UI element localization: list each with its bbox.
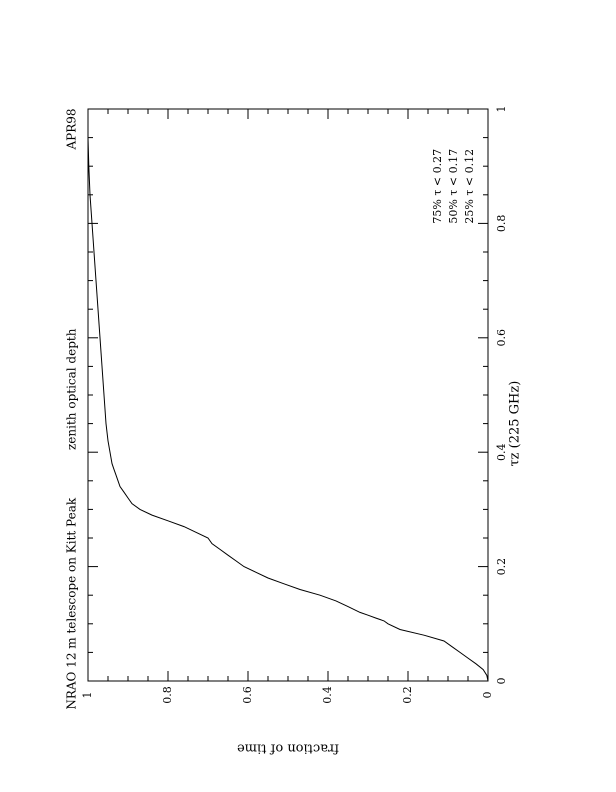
chart-title: NRAO 12 m telescope on Kitt Peak [65,497,79,710]
annotation-line: 50% τ < 0.17 [447,149,460,224]
x-tick-label: 0.4 [495,443,508,461]
x-tick-label: 1 [495,106,508,113]
y-tick-label: 0.8 [161,686,174,704]
y-tick-label: 0.2 [401,686,414,704]
x-tick-label: 0.6 [495,329,508,347]
y-tick-label: 0 [481,692,494,699]
corner-label: APR98 [65,108,79,150]
x-tick-label: 0.8 [495,215,508,233]
annotation-line: 75% τ < 0.27 [431,149,444,224]
x-axis-title: τz (225 GHz) [508,381,523,467]
y-tick-label: 1 [81,692,94,699]
y-tick-label: 0.4 [321,686,334,704]
plot-group: 0 0.2 0.4 0.6 0.8 1 0 0.2 0.4 0.6 0.8 1 τz (225 GHz)… [65,106,523,756]
x-tick-label: 0 [495,678,508,685]
chart-subtitle: zenith optical depth [65,328,79,450]
x-tick-label: 0.2 [495,558,508,576]
plot-frame [87,108,489,682]
y-axis-title: fraction of time [237,741,339,756]
y-tick-label: 0.6 [241,686,254,704]
cumulative-curve [87,109,489,682]
annotation-line: 25% τ < 0.12 [463,149,476,224]
